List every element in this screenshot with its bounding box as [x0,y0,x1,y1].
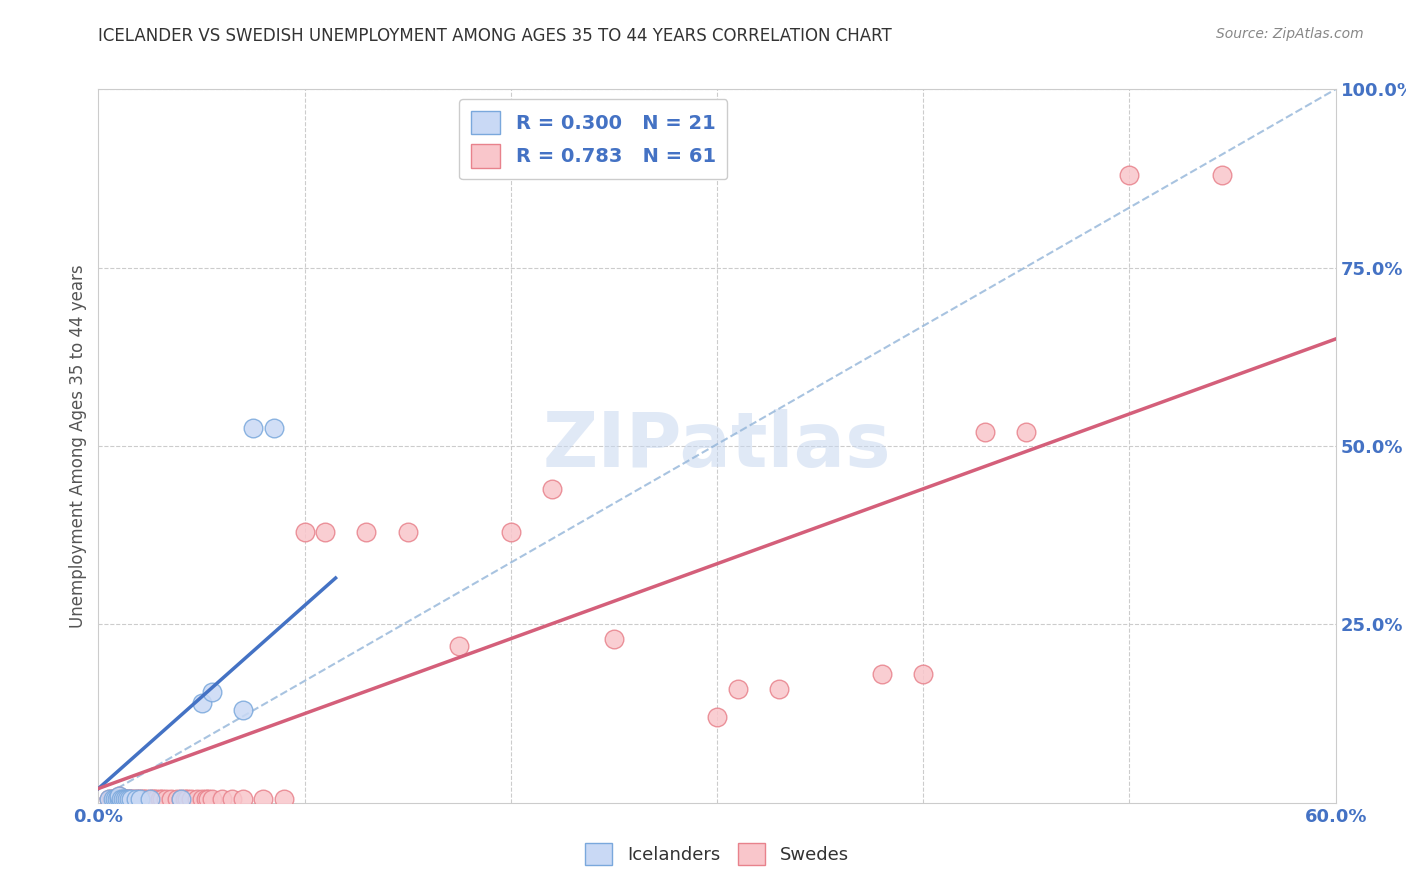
Point [706,710,728,724]
Point [117,792,139,806]
Point [252,792,274,806]
Point [131,792,153,806]
Point [1015,425,1038,439]
Point [122,792,145,806]
Point [108,792,131,806]
Point [180,792,202,806]
Point [974,425,997,439]
Point [97,792,120,806]
Point [273,792,295,806]
Text: ICELANDER VS SWEDISH UNEMPLOYMENT AMONG AGES 35 TO 44 YEARS CORRELATION CHART: ICELANDER VS SWEDISH UNEMPLOYMENT AMONG … [98,27,893,45]
Point [499,524,522,539]
Text: Source: ZipAtlas.com: Source: ZipAtlas.com [1216,27,1364,41]
Point [541,482,564,496]
Point [174,792,197,806]
Point [197,792,219,806]
Point [139,792,162,806]
Point [124,792,146,806]
Point [194,792,217,806]
Point [356,524,378,539]
Point [117,792,139,806]
Point [132,792,155,806]
Point [128,792,150,806]
Point [190,696,212,710]
Point [135,792,157,806]
Point [149,792,172,806]
Point [118,792,141,806]
Point [120,792,142,806]
Point [110,792,132,806]
Point [166,792,188,806]
Point [114,792,136,806]
Point [1118,168,1140,182]
Point [870,667,893,681]
Point [110,792,132,806]
Point [190,792,212,806]
Point [108,789,131,803]
Point [170,792,193,806]
Point [211,792,233,806]
Point [141,792,163,806]
Point [143,792,166,806]
Point [449,639,471,653]
Point [104,792,127,806]
Y-axis label: Unemployment Among Ages 35 to 44 years: Unemployment Among Ages 35 to 44 years [69,264,87,628]
Point [155,792,177,806]
Point [112,792,135,806]
Point [603,632,626,646]
Point [159,792,181,806]
Point [104,792,127,806]
Point [150,792,173,806]
Point [139,792,162,806]
Point [242,421,264,435]
Point [201,792,224,806]
Point [100,792,122,806]
Point [1211,168,1233,182]
Point [170,792,193,806]
Point [108,792,131,806]
Point [221,792,243,806]
Point [727,681,749,696]
Point [118,792,141,806]
Point [768,681,790,696]
Point [105,792,128,806]
Point [396,524,419,539]
Point [232,792,254,806]
Point [314,524,336,539]
Legend: Icelanders, Swedes: Icelanders, Swedes [578,836,856,872]
Point [294,524,316,539]
Point [105,792,128,806]
Point [128,792,150,806]
Point [101,792,124,806]
Text: ZIPatlas: ZIPatlas [543,409,891,483]
Point [186,792,208,806]
Point [232,703,254,717]
Point [201,685,224,699]
Point [176,792,198,806]
Point [112,792,135,806]
Point [124,792,146,806]
Point [114,792,136,806]
Point [912,667,935,681]
Point [118,792,141,806]
Point [101,792,124,806]
Point [127,792,149,806]
Point [120,792,142,806]
Point [97,792,120,806]
Point [263,421,285,435]
Point [108,789,131,803]
Point [145,792,167,806]
